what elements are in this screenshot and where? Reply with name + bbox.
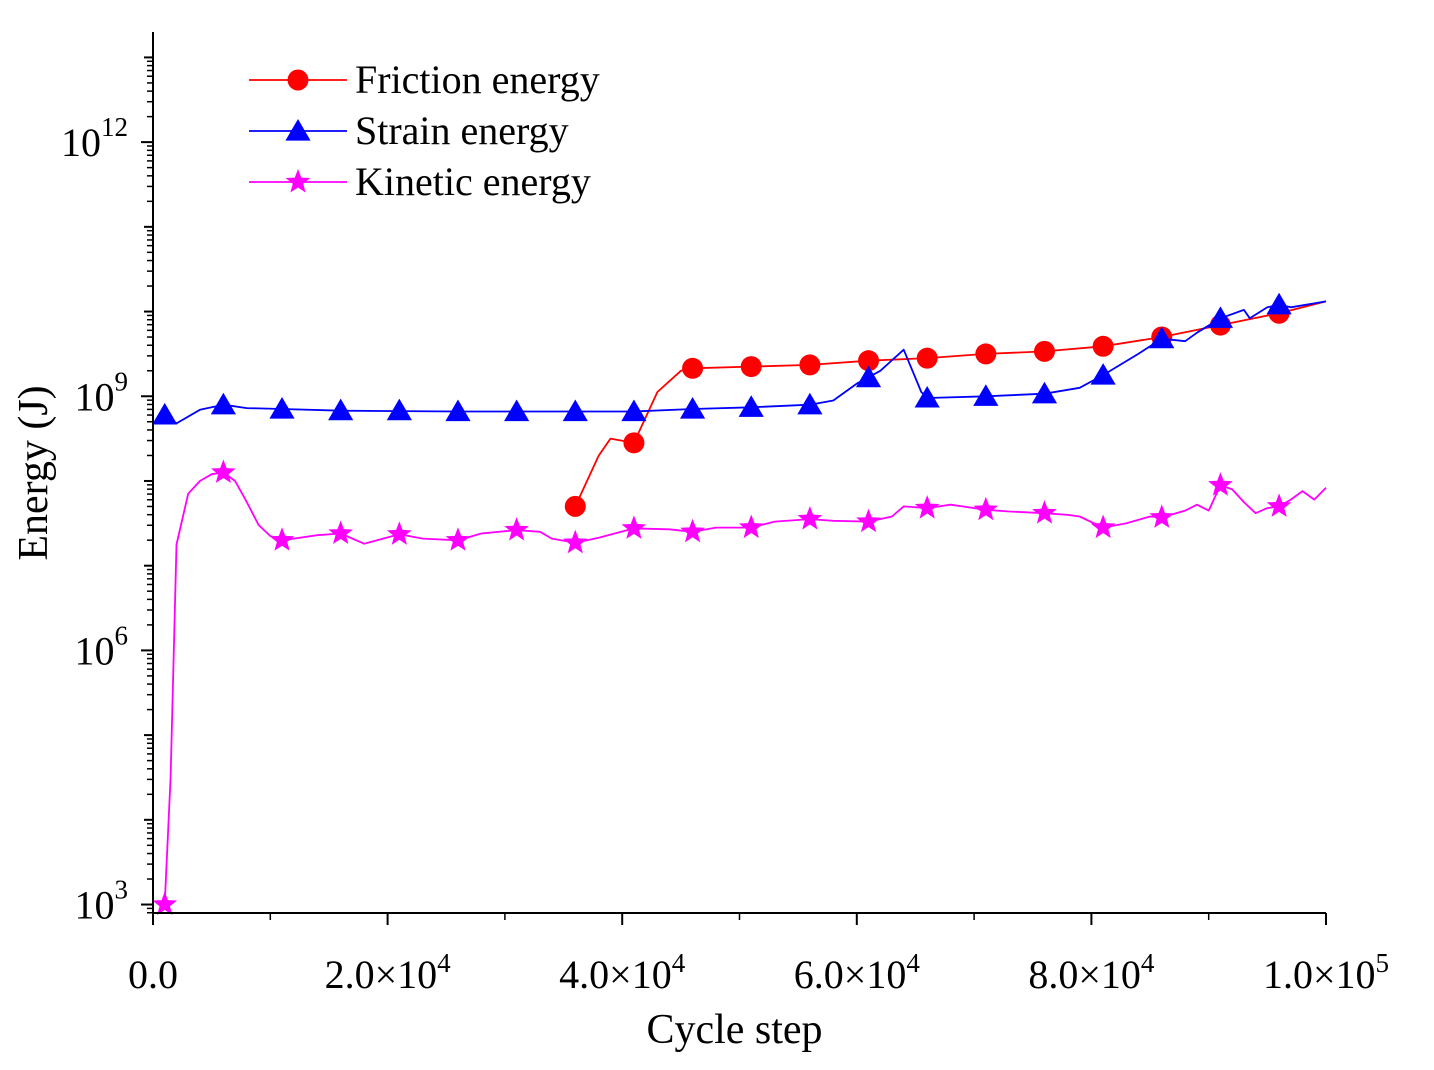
kinetic-energy-point-6 bbox=[504, 517, 529, 541]
friction-energy-point-5 bbox=[858, 350, 880, 372]
y-tick-label: 109 bbox=[75, 366, 129, 419]
y-tick-label: 103 bbox=[75, 875, 129, 928]
legend-label-strain-energy: Strain energy bbox=[355, 108, 569, 153]
series-kinetic-energy bbox=[152, 459, 1327, 916]
strain-energy-point-2 bbox=[269, 396, 295, 419]
strain-energy-point-0 bbox=[152, 402, 178, 425]
kinetic-energy-point-13 bbox=[914, 495, 940, 519]
kinetic-energy-line bbox=[163, 471, 1327, 905]
friction-energy-point-9 bbox=[1092, 335, 1114, 357]
legend-marker-friction-energy bbox=[287, 69, 309, 91]
kinetic-energy-point-10 bbox=[738, 514, 764, 539]
y-axis-label: Energy (J) bbox=[11, 385, 57, 560]
strain-energy-point-9 bbox=[679, 396, 706, 419]
strain-energy-point-1 bbox=[210, 392, 236, 415]
kinetic-energy-point-14 bbox=[973, 496, 999, 521]
strain-energy-point-19 bbox=[1266, 292, 1292, 315]
friction-energy-point-0 bbox=[564, 495, 586, 517]
strain-energy-point-10 bbox=[738, 395, 764, 417]
strain-energy-point-6 bbox=[504, 399, 530, 422]
kinetic-energy-point-12 bbox=[856, 508, 881, 533]
series-layer bbox=[152, 292, 1327, 916]
friction-energy-point-1 bbox=[623, 432, 645, 454]
x-tick-label: 8.0×104 bbox=[1028, 948, 1155, 997]
strain-energy-point-11 bbox=[797, 392, 823, 415]
x-tick-label: 2.0×104 bbox=[325, 948, 452, 997]
strain-energy-point-18 bbox=[1207, 306, 1234, 328]
kinetic-energy-point-17 bbox=[1149, 504, 1175, 528]
strain-energy-point-3 bbox=[328, 398, 354, 421]
friction-energy-point-8 bbox=[1033, 340, 1055, 362]
kinetic-energy-point-19 bbox=[1266, 493, 1292, 517]
kinetic-energy-point-1 bbox=[211, 459, 236, 484]
strain-energy-point-13 bbox=[914, 385, 940, 408]
strain-energy-point-14 bbox=[973, 384, 999, 406]
series-strain-energy bbox=[152, 292, 1327, 425]
x-tick-label: 4.0×104 bbox=[559, 948, 686, 997]
kinetic-energy-point-4 bbox=[386, 521, 412, 545]
kinetic-energy-point-0 bbox=[152, 891, 178, 916]
kinetic-energy-point-3 bbox=[328, 520, 354, 545]
kinetic-energy-point-9 bbox=[680, 518, 705, 543]
friction-energy-point-3 bbox=[740, 356, 762, 378]
kinetic-energy-point-7 bbox=[562, 529, 588, 554]
strain-energy-point-16 bbox=[1090, 363, 1116, 385]
legend-item-friction-energy: Friction energy bbox=[249, 57, 600, 102]
kinetic-energy-point-15 bbox=[1032, 500, 1057, 524]
legend: Friction energy Strain energy Kinetic ener… bbox=[249, 57, 600, 204]
strain-energy-point-7 bbox=[562, 399, 588, 422]
kinetic-energy-point-5 bbox=[445, 527, 471, 551]
axes-layer: 0.0 2.0×104 4.0×104 6.0×104 8.0×104 1.0×105 10… bbox=[11, 32, 1389, 1053]
legend-marker-kinetic-energy bbox=[285, 169, 311, 193]
x-tick-label: 6.0×104 bbox=[794, 948, 921, 997]
y-tick-label: 1012 bbox=[61, 112, 128, 165]
friction-energy-point-2 bbox=[682, 357, 704, 379]
strain-energy-point-8 bbox=[621, 399, 647, 422]
strain-energy-point-5 bbox=[445, 399, 471, 422]
legend-item-kinetic-energy: Kinetic energy bbox=[249, 159, 591, 204]
strain-energy-point-12 bbox=[855, 365, 882, 388]
x-tick-label: 0.0 bbox=[128, 952, 178, 997]
kinetic-energy-point-8 bbox=[621, 515, 647, 539]
y-tick-label: 106 bbox=[75, 620, 129, 673]
friction-energy-point-4 bbox=[799, 354, 821, 376]
kinetic-energy-point-2 bbox=[269, 527, 295, 551]
strain-energy-point-17 bbox=[1149, 326, 1175, 349]
x-tick-label: 1.0×105 bbox=[1263, 948, 1389, 997]
friction-energy-point-6 bbox=[916, 347, 938, 369]
strain-energy-point-15 bbox=[1031, 381, 1058, 404]
friction-energy-point-7 bbox=[975, 343, 997, 365]
kinetic-energy-point-18 bbox=[1208, 472, 1233, 496]
legend-marker-strain-energy bbox=[285, 119, 311, 141]
x-axis-label: Cycle step bbox=[646, 1007, 822, 1053]
strain-energy-line bbox=[164, 300, 1327, 425]
kinetic-energy-point-11 bbox=[797, 506, 823, 530]
legend-item-strain-energy: Strain energy bbox=[249, 108, 569, 153]
legend-label-kinetic-energy: Kinetic energy bbox=[355, 159, 591, 204]
kinetic-energy-point-16 bbox=[1090, 514, 1116, 539]
legend-label-friction-energy: Friction energy bbox=[355, 57, 600, 102]
strain-energy-point-4 bbox=[386, 398, 412, 421]
